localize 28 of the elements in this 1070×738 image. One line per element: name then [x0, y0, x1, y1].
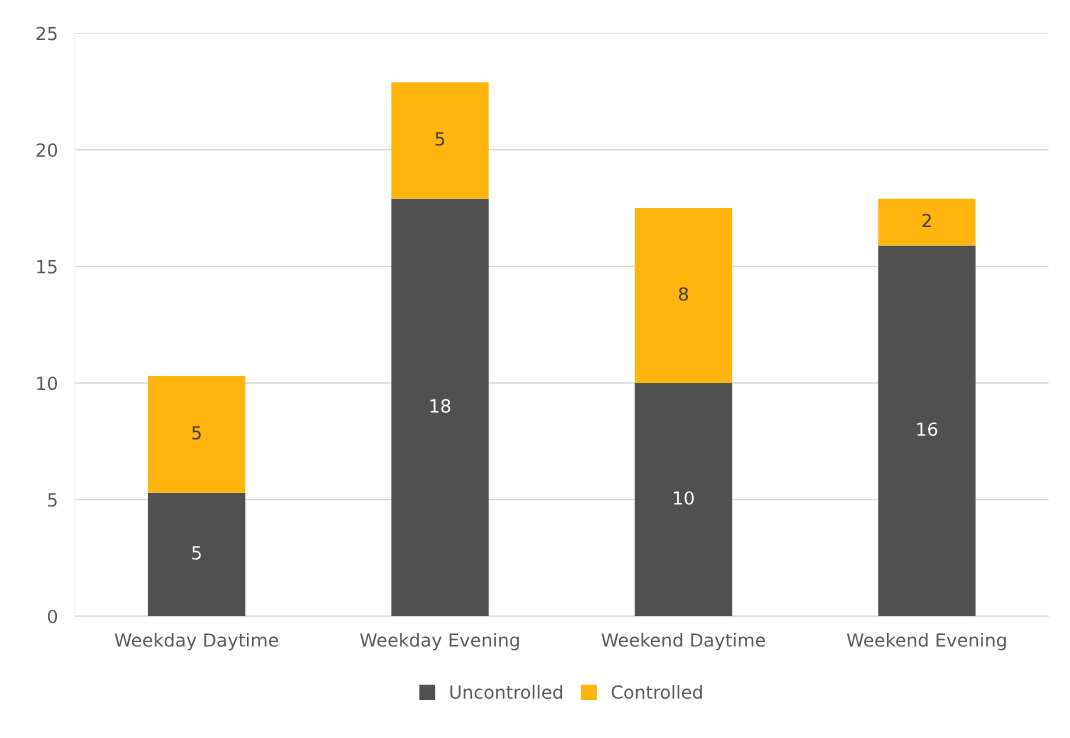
y-tick-label: 0: [47, 609, 58, 624]
data-label: 16: [917, 422, 938, 437]
legend-label: Controlled: [611, 684, 702, 699]
x-tick-label: Weekday Evening: [360, 632, 519, 651]
x-tick-label: Weekend Evening: [846, 632, 1006, 651]
data-label: 5: [435, 132, 445, 146]
bar: [391, 82, 489, 199]
bar: [634, 208, 733, 384]
bar: [634, 383, 733, 617]
bar: [878, 198, 976, 246]
bar: [147, 376, 246, 493]
legend-label: Uncontrolled: [450, 684, 563, 699]
y-tick-label: 10: [37, 376, 58, 391]
bar: [391, 198, 489, 617]
data-label: 8: [678, 287, 688, 301]
y-tick-label: 25: [36, 26, 57, 41]
data-label: 18: [430, 399, 451, 413]
data-label: 5: [192, 426, 201, 440]
data-label: 5: [192, 546, 201, 560]
y-tick-label: 15: [37, 260, 57, 274]
x-tick-label: Weekend Daytime: [601, 632, 765, 651]
data-label: 2: [922, 213, 931, 228]
bar: [878, 245, 976, 617]
y-tick-label: 5: [48, 493, 57, 507]
data-label: 10: [673, 491, 694, 505]
bar: [147, 492, 246, 617]
y-tick-label: 20: [36, 143, 58, 157]
x-tick-label: Weekday Daytime: [114, 632, 279, 651]
